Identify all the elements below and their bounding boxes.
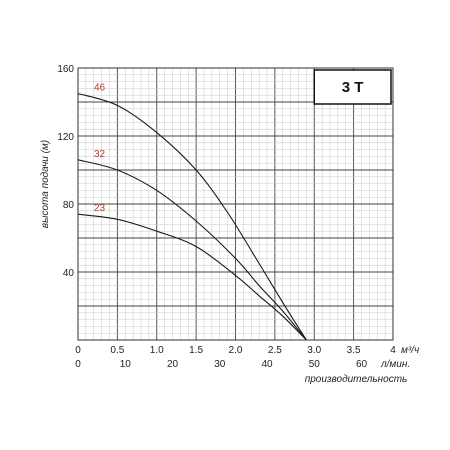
series-curves: 46 32 23: [77, 83, 307, 341]
series-line-32: [77, 159, 307, 341]
x-axis-label: производительность: [305, 374, 408, 385]
series-label-46: 46: [94, 83, 106, 94]
y-tick-label: 80: [63, 200, 75, 211]
series-line-23: [77, 213, 307, 341]
series-label-32: 32: [94, 149, 106, 160]
chart-grid: [77, 67, 394, 341]
x-units-bottom: л/мин.: [380, 359, 410, 370]
series-line-46: [77, 92, 307, 341]
title-box-label: 3 T: [342, 79, 364, 96]
x-tick-label-top: 4: [390, 345, 396, 356]
x-tick-label-bottom: 50: [309, 359, 321, 370]
x-tick-label-top: 3.5: [347, 345, 361, 356]
x-tick-label-top: 2.5: [268, 345, 282, 356]
x-tick-label-top: 2.0: [229, 345, 243, 356]
x-units-top: м³/ч: [401, 345, 419, 356]
x-tick-label-bottom: 40: [261, 359, 273, 370]
x-tick-label-bottom: 30: [214, 359, 226, 370]
x-tick-label-top: 0.5: [110, 345, 124, 356]
x-tick-label-top: 1.5: [189, 345, 203, 356]
x-tick-label-top: 0: [75, 345, 81, 356]
plot-frame: [77, 67, 394, 341]
series-label-23: 23: [94, 203, 106, 214]
x-tick-label-bottom: 10: [120, 359, 132, 370]
y-tick-label: 40: [63, 268, 75, 279]
x-tick-label-top: 1.0: [150, 345, 164, 356]
y-tick-label: 160: [57, 64, 74, 75]
x-tick-label-bottom: 60: [356, 359, 368, 370]
title-box-frame: [313, 69, 392, 105]
x-tick-label-bottom: 20: [167, 359, 179, 370]
y-tick-label: 120: [57, 132, 74, 143]
x-tick-label-bottom: 0: [75, 359, 81, 370]
x-tick-label-top: 3.0: [307, 345, 321, 356]
y-axis-label: высота подачи (м): [40, 140, 51, 228]
title-box: 3 T: [313, 69, 392, 105]
